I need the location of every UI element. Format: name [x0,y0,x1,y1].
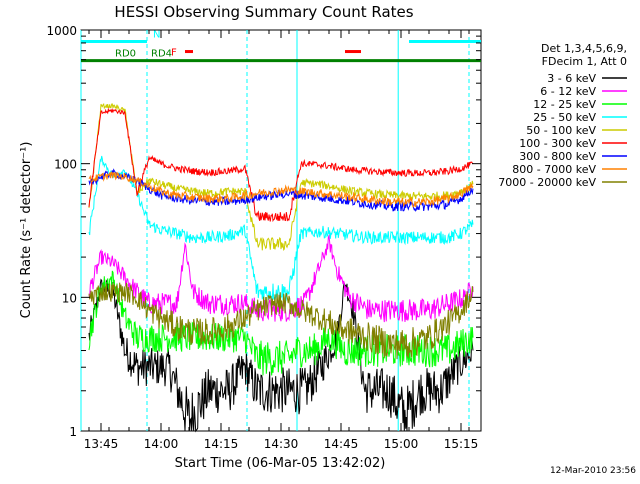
flag-label-f: F [171,48,177,59]
series-layer [88,102,474,433]
legend-label-2: 12 - 25 keV [533,98,596,111]
legend-label-5: 100 - 300 keV [519,137,596,150]
y-tick-label-1: 10 [62,291,77,305]
legend-label-4: 50 - 100 keV [526,124,596,137]
y-tick-label-0: 1 [69,425,77,439]
flag-label-rd4: RD4 [151,49,172,60]
x-tick-label-2: 14:15 [204,437,239,451]
flag-label-n: N [153,30,160,41]
series-line-1 [88,234,474,323]
y-tick-label-3: 1000 [46,24,77,38]
series-line-8 [88,282,474,360]
x-tick-label-3: 14:30 [264,437,299,451]
x-tick-label-5: 15:00 [384,437,419,451]
series-line-5 [88,107,474,223]
vertical-markers [80,30,470,431]
x-tick-label-1: 14:00 [144,437,179,451]
y-axis-label: Count Rate (s⁻¹ detector⁻¹) [19,142,34,319]
y-tick-label-2: 100 [54,158,77,172]
legend-label-7: 800 - 7000 keV [512,163,596,176]
legend-label-1: 6 - 12 keV [540,85,596,98]
legend: Det 1,3,4,5,6,9,FDecim 1, Att 0 3 - 6 keV… [498,42,627,189]
legend-label-8: 7000 - 20000 keV [498,176,596,189]
legend-label-0: 3 - 6 keV [547,72,596,85]
flag-bars: NF RD0 RD4 [81,30,481,63]
x-tick-label-6: 15:15 [444,437,479,451]
series-line-0 [88,278,474,433]
legend-label-3: 25 - 50 keV [533,111,596,124]
flag-label-rd0: RD0 [115,49,136,60]
x-tick-label-4: 14:45 [324,437,359,451]
x-axis-label: Start Time (06-Mar-05 13:42:02) [175,456,386,471]
series-line-2 [88,270,474,376]
legend-label-6: 300 - 800 keV [519,150,596,163]
x-tick-label-0: 13:45 [84,437,119,451]
chart-title: HESSI Observing Summary Count Rates [114,3,413,21]
series-line-4 [88,102,474,252]
series-line-7 [88,171,474,208]
footer-date: 12-Mar-2010 23:56 [550,466,636,476]
axes: 13:45 14:00 14:15 14:30 14:45 15:00 15:15 1 10 10… [46,24,481,451]
legend-header-1: FDecim 1, Att 0 [542,55,627,68]
legend-header-0: Det 1,3,4,5,6,9, [541,42,627,55]
